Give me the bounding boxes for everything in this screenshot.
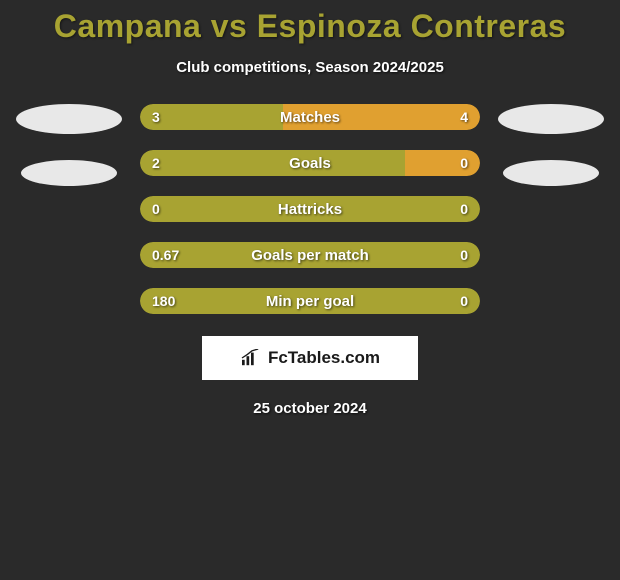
bar-segment-right (405, 150, 480, 176)
bar-segment-full (140, 196, 480, 222)
stat-value-right: 0 (460, 242, 468, 268)
bar-segment-full (140, 242, 480, 268)
stat-bars: 34Matches20Goals00Hattricks0.670Goals pe… (140, 104, 480, 314)
stat-value-right: 0 (460, 288, 468, 314)
avatar-placeholder (21, 160, 117, 186)
comparison-card: Campana vs Espinoza Contreras Club compe… (0, 0, 620, 417)
stats-area: 34Matches20Goals00Hattricks0.670Goals pe… (0, 104, 620, 314)
bar-segment-right (283, 104, 480, 130)
stat-value-right: 0 (460, 150, 468, 176)
stat-row: 20Goals (140, 150, 480, 176)
stat-value-left: 180 (152, 288, 175, 314)
player-left-avatars (16, 104, 122, 186)
stat-row: 34Matches (140, 104, 480, 130)
player-right-avatars (498, 104, 604, 186)
page-title: Campana vs Espinoza Contreras (0, 8, 620, 45)
bar-segment-left (140, 150, 405, 176)
stat-value-right: 0 (460, 196, 468, 222)
stat-value-right: 4 (460, 104, 468, 130)
stat-value-left: 0 (152, 196, 160, 222)
stat-row: 00Hattricks (140, 196, 480, 222)
stat-row: 1800Min per goal (140, 288, 480, 314)
stat-value-left: 2 (152, 150, 160, 176)
brand-name: FcTables.com (268, 348, 380, 368)
stat-row: 0.670Goals per match (140, 242, 480, 268)
footer-date: 25 october 2024 (0, 400, 620, 417)
brand-badge: FcTables.com (202, 336, 418, 380)
stat-value-left: 0.67 (152, 242, 179, 268)
chart-icon (240, 349, 262, 367)
stat-value-left: 3 (152, 104, 160, 130)
bar-segment-full (140, 288, 480, 314)
avatar-placeholder (498, 104, 604, 134)
avatar-placeholder (503, 160, 599, 186)
bar-segment-left (140, 104, 283, 130)
subtitle: Club competitions, Season 2024/2025 (0, 59, 620, 76)
avatar-placeholder (16, 104, 122, 134)
